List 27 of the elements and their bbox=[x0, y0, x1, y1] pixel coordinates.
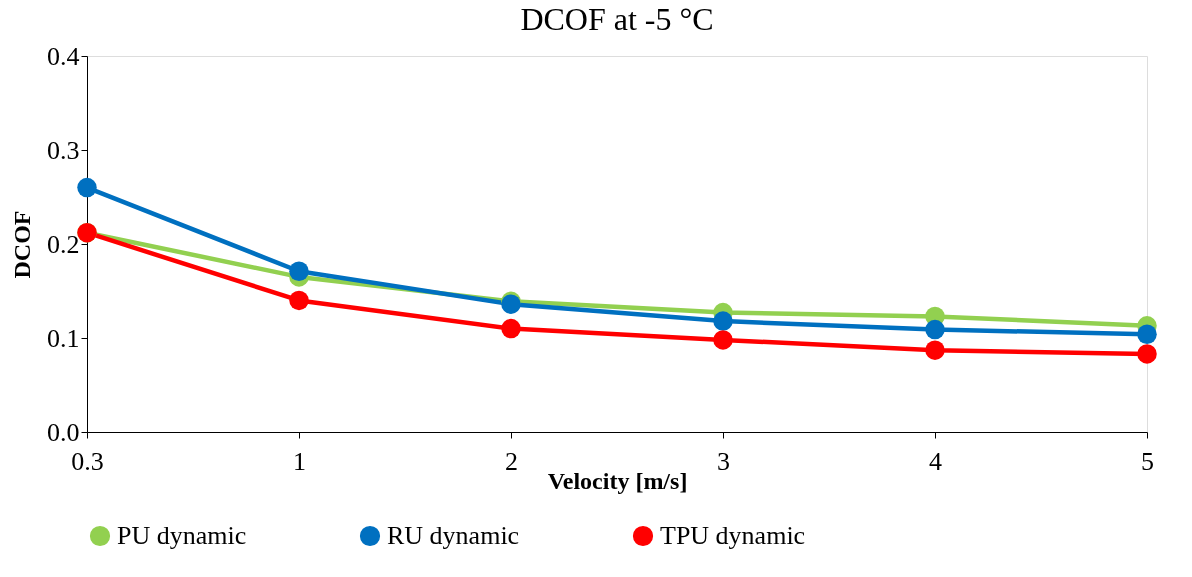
point bbox=[501, 318, 521, 339]
x-tick-label: 4 bbox=[929, 446, 942, 476]
y-tick-label: 0.1 bbox=[47, 323, 80, 353]
x-tick-label: 3 bbox=[717, 446, 730, 476]
x-tick-label: 0.3 bbox=[71, 446, 104, 476]
x-tick-label: 1 bbox=[293, 446, 306, 476]
point bbox=[925, 340, 945, 360]
x-tick-label: 5 bbox=[1141, 446, 1154, 476]
y-axis-title: DCOF bbox=[9, 210, 35, 279]
y-tick-label: 0.0 bbox=[47, 417, 80, 447]
point bbox=[289, 261, 309, 281]
point bbox=[925, 319, 945, 340]
y-tick-label: 0.3 bbox=[47, 135, 80, 165]
chart-title: DCOF at -5 °C bbox=[520, 1, 714, 37]
legend-label: TPU dynamic bbox=[660, 521, 806, 550]
point bbox=[713, 311, 733, 331]
point bbox=[713, 330, 733, 350]
point bbox=[77, 177, 97, 198]
y-tick-label: 0.2 bbox=[47, 229, 80, 259]
x-tick-label: 2 bbox=[505, 446, 518, 476]
y-tick-label: 0.4 bbox=[47, 41, 80, 71]
legend-label: PU dynamic bbox=[117, 521, 247, 550]
point bbox=[1137, 324, 1157, 344]
point bbox=[289, 290, 309, 311]
x-axis-title: Velocity [m/s] bbox=[547, 467, 688, 494]
point bbox=[1137, 344, 1157, 364]
legend-label: RU dynamic bbox=[387, 521, 520, 550]
